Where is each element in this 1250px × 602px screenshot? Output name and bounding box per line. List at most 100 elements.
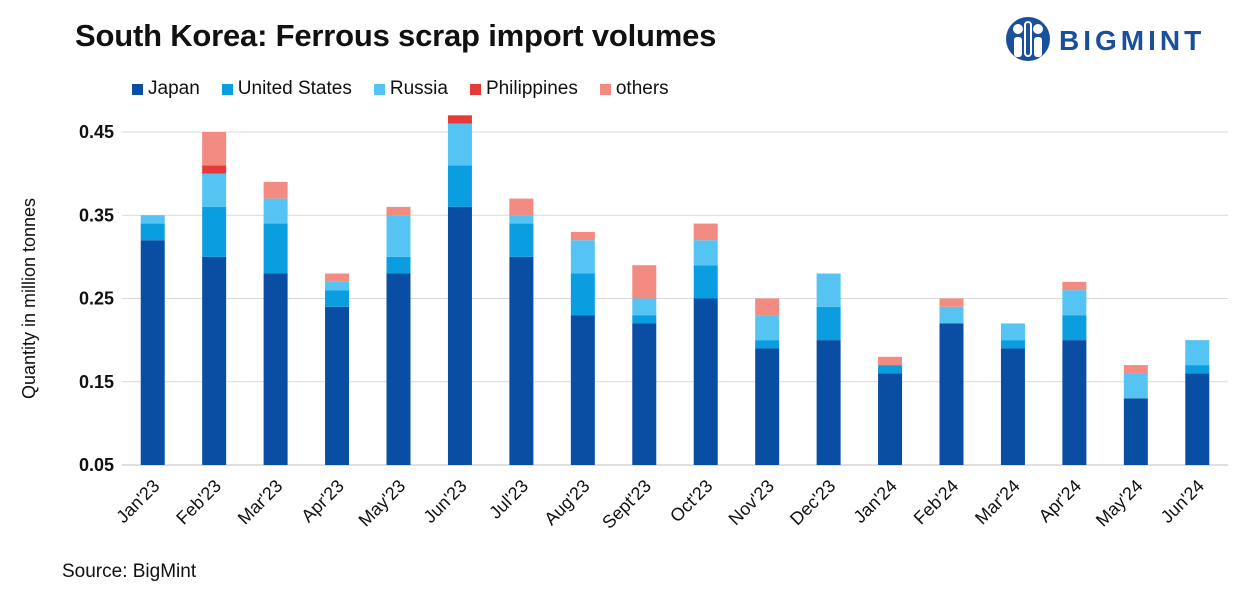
- x-tick-label: Oct'23: [666, 476, 717, 527]
- bar-russia: [1000, 323, 1025, 341]
- bar-japan: [1185, 373, 1210, 465]
- bar-russia: [632, 298, 657, 316]
- bigmint-logo-text: BIGMINT: [1059, 25, 1206, 56]
- bar-japan: [509, 256, 534, 465]
- bar-united-states: [878, 365, 903, 374]
- y-tick-label: 0.45: [79, 122, 114, 142]
- bar-united-states: [632, 315, 657, 324]
- bar-united-states: [509, 223, 534, 257]
- bar-japan: [878, 373, 903, 465]
- x-tick-label: Jan'23: [112, 476, 163, 527]
- bar-others: [263, 181, 288, 199]
- bar-japan: [693, 298, 718, 465]
- x-tick-label: Jan'24: [850, 476, 901, 527]
- bar-japan: [447, 206, 472, 466]
- bar-others: [570, 231, 595, 241]
- bar-united-states: [386, 256, 411, 274]
- x-tick-label: Aug'23: [540, 476, 593, 529]
- x-tick-label: Feb'24: [910, 476, 963, 529]
- legend-label: others: [615, 78, 669, 99]
- y-axis-label: Quantity in million tonnes: [19, 198, 39, 399]
- bar-russia: [1123, 373, 1148, 399]
- x-tick-label: Jun'24: [1157, 476, 1208, 527]
- bar-japan: [325, 306, 350, 465]
- legend-label: Russia: [389, 78, 448, 99]
- bar-united-states: [1062, 315, 1087, 341]
- legend-label: United States: [237, 78, 352, 99]
- bar-russia: [755, 315, 780, 341]
- bar-russia: [263, 198, 288, 224]
- source-note: Source: BigMint: [62, 561, 197, 582]
- legend-item-japan: Japan: [132, 78, 200, 100]
- legend-swatch: [132, 83, 143, 95]
- y-tick-label: 0.15: [79, 372, 114, 392]
- legend-swatch: [599, 83, 611, 95]
- bar-japan: [263, 273, 288, 465]
- bar-russia: [1062, 290, 1087, 316]
- bar-russia: [816, 273, 841, 307]
- bar-others: [202, 132, 227, 166]
- bar-united-states: [325, 290, 350, 307]
- x-tick-label: Mar'24: [971, 476, 1024, 529]
- bar-russia: [202, 173, 227, 207]
- chart-title: South Korea: Ferrous scrap import volume…: [75, 18, 717, 53]
- bar-russia: [509, 215, 534, 224]
- bar-japan: [386, 273, 411, 465]
- bar-united-states: [140, 223, 165, 241]
- bar-japan: [755, 348, 780, 465]
- bar-others: [878, 356, 903, 366]
- bar-japan: [570, 315, 595, 465]
- bar-philippines: [202, 165, 227, 174]
- bar-japan: [632, 323, 657, 465]
- bar-others: [325, 273, 350, 282]
- y-tick-label: 0.35: [79, 205, 114, 225]
- x-tick-label: Jul'23: [485, 476, 532, 523]
- bar-others: [1123, 365, 1148, 374]
- legend-item-russia: Russia: [373, 78, 448, 100]
- x-tick-label: Dec'23: [786, 476, 839, 529]
- bar-others: [755, 298, 780, 316]
- chart-legend: Japan United States Russia Philippines other…: [132, 78, 669, 100]
- bar-japan: [140, 240, 165, 465]
- x-tick-label: Apr'24: [1035, 476, 1086, 527]
- bar-philippines: [447, 115, 472, 124]
- bar-united-states: [755, 340, 780, 349]
- x-tick-label: May'24: [1092, 476, 1147, 531]
- bar-japan: [1000, 348, 1025, 465]
- legend-swatch: [373, 83, 385, 95]
- bar-japan: [202, 256, 227, 465]
- bar-russia: [447, 123, 472, 166]
- bigmint-logo: BIGMINT: [1003, 14, 1233, 64]
- bar-others: [693, 223, 718, 241]
- bar-russia: [1185, 340, 1210, 366]
- bar-united-states: [1185, 365, 1210, 374]
- bar-united-states: [447, 165, 472, 207]
- bar-others: [386, 206, 411, 216]
- bar-russia: [693, 240, 718, 266]
- bar-russia: [939, 306, 964, 324]
- bar-others: [509, 198, 534, 216]
- bigmint-logo-icon: [1006, 17, 1050, 61]
- y-tick-label: 0.25: [79, 289, 114, 309]
- x-tick-label: Apr'23: [297, 476, 348, 527]
- bar-japan: [1123, 398, 1148, 465]
- bar-russia: [386, 215, 411, 257]
- bar-russia: [325, 281, 350, 291]
- x-tick-label: Feb'23: [172, 476, 225, 529]
- bar-united-states: [1000, 340, 1025, 349]
- bar-japan: [1062, 340, 1087, 465]
- bar-russia: [570, 240, 595, 274]
- y-tick-label: 0.05: [79, 455, 114, 475]
- x-tick-label: May'23: [355, 476, 410, 531]
- bar-others: [939, 298, 964, 307]
- bar-others: [632, 265, 657, 299]
- legend-item-others: others: [599, 78, 669, 100]
- bar-japan: [816, 340, 841, 465]
- bar-russia: [140, 215, 165, 224]
- legend-label: Japan: [148, 78, 200, 99]
- bar-united-states: [816, 306, 841, 341]
- legend-label: Philippines: [485, 78, 578, 99]
- bar-united-states: [202, 206, 227, 257]
- x-tick-label: Mar'23: [234, 476, 287, 529]
